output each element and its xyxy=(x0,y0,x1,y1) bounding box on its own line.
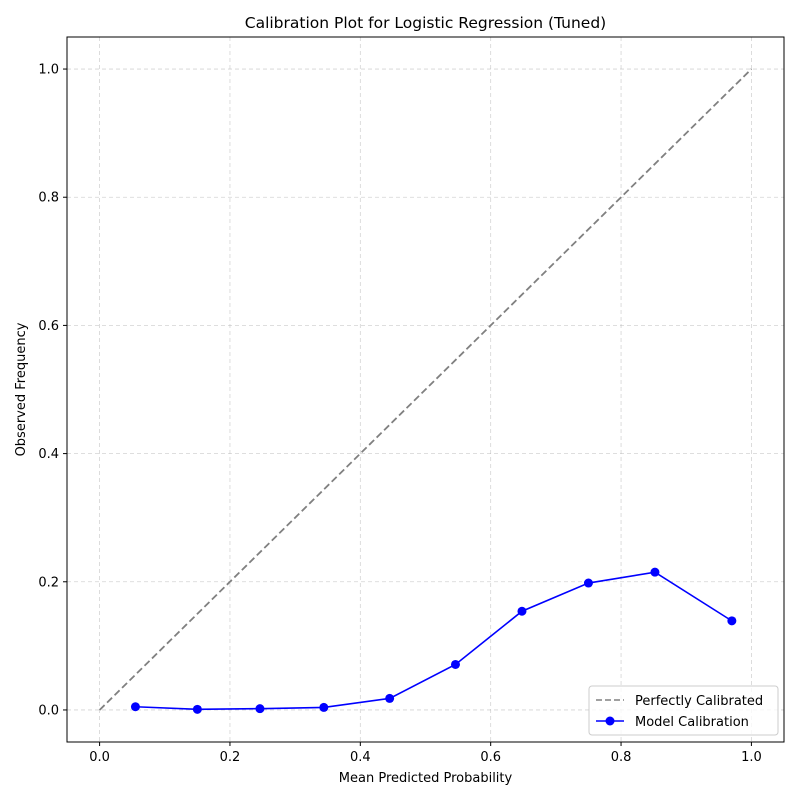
grid xyxy=(67,37,784,742)
model-calibration-point xyxy=(319,702,329,712)
y-tick-label: 0.4 xyxy=(38,447,59,462)
y-tick-label: 0.8 xyxy=(38,191,59,206)
y-tick-label: 1.0 xyxy=(38,63,59,78)
model-calibration-point xyxy=(130,702,140,712)
model-calibration-point xyxy=(650,567,660,577)
y-tick-label: 0.0 xyxy=(38,703,59,718)
legend-model-label: Model Calibration xyxy=(635,715,749,730)
model-calibration-line xyxy=(135,571,733,711)
y-axis-title: Observed Frequency xyxy=(14,322,29,456)
y-tick-label: 0.6 xyxy=(38,319,59,334)
model-calibration-point xyxy=(583,578,593,588)
chart-title: Calibration Plot for Logistic Regression… xyxy=(245,14,606,32)
x-tick-label: 0.0 xyxy=(89,750,110,765)
y-axis: 0.0 0.2 0.4 0.6 0.8 1.0 xyxy=(38,63,67,718)
x-tick-label: 0.4 xyxy=(350,750,371,765)
x-tick-label: 0.6 xyxy=(480,750,501,765)
model-calibration-point xyxy=(727,616,737,626)
legend-box xyxy=(588,685,779,736)
model-calibration-point xyxy=(192,704,202,714)
legend-model-marker-swatch xyxy=(605,716,615,726)
x-axis-title: Mean Predicted Probability xyxy=(339,771,513,786)
model-calibration-point xyxy=(385,693,395,703)
x-tick-label: 0.2 xyxy=(220,750,241,765)
legend-perfect-label: Perfectly Calibrated xyxy=(635,694,763,709)
model-calibration-point xyxy=(450,659,460,669)
legend: Perfectly Calibrated Model Calibration xyxy=(588,685,779,736)
x-axis: 0.0 0.2 0.4 0.6 0.8 1.0 xyxy=(89,742,762,765)
model-calibration-point xyxy=(517,606,527,616)
model-calibration-point xyxy=(255,704,265,714)
x-tick-label: 1.0 xyxy=(741,750,762,765)
perfectly-calibrated-line xyxy=(98,68,753,711)
y-tick-label: 0.2 xyxy=(38,575,59,590)
plot-area-frame xyxy=(66,36,785,743)
series-layer xyxy=(98,68,753,714)
x-tick-label: 0.8 xyxy=(611,750,632,765)
